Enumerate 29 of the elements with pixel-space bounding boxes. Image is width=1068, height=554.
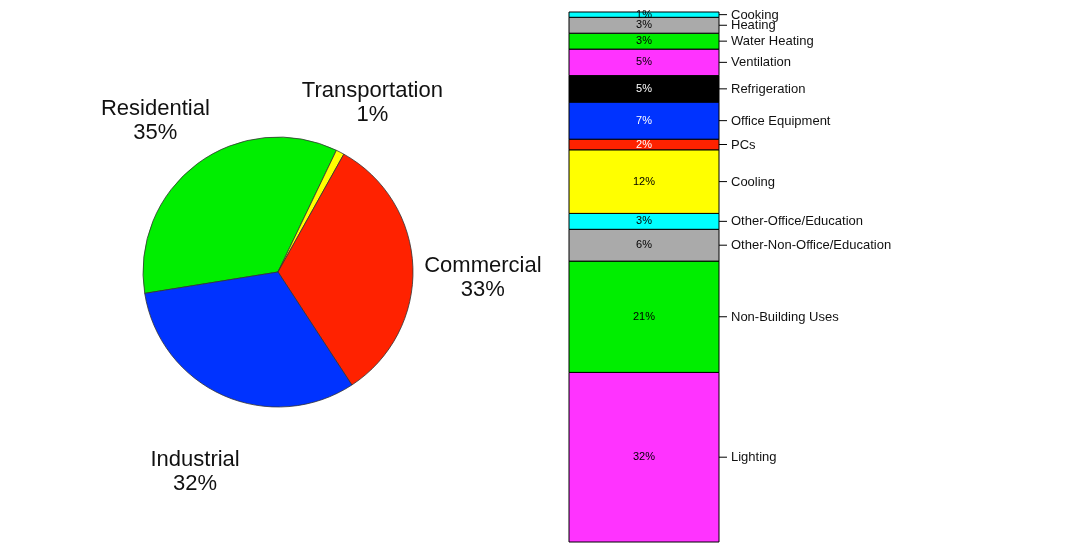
slice-label: Industrial bbox=[150, 446, 240, 472]
legend-label: Water Heating bbox=[731, 33, 814, 49]
slice-label: Commercial bbox=[424, 251, 542, 277]
legend-label: Ventilation bbox=[731, 54, 791, 70]
data-label: 12% bbox=[632, 174, 656, 187]
data-label: 32% bbox=[632, 450, 656, 463]
legend-label: Other-Office/Education bbox=[731, 213, 863, 229]
legend-label: Refrigeration bbox=[731, 80, 806, 96]
legend-label: Other-Non-Office/Education bbox=[731, 237, 892, 253]
data-label: 6% bbox=[636, 238, 653, 251]
data-label: 32% bbox=[173, 470, 218, 496]
data-label: 3% bbox=[636, 34, 653, 47]
data-label: 21% bbox=[632, 309, 656, 322]
legend-label: Office Equipment bbox=[731, 112, 831, 128]
data-label: 1% bbox=[356, 101, 389, 127]
data-label: 2% bbox=[636, 137, 653, 150]
data-label: 33% bbox=[460, 275, 505, 301]
legend-label: Lighting bbox=[731, 449, 777, 465]
data-label: 3% bbox=[636, 214, 653, 227]
slice-label: Transportation bbox=[301, 77, 443, 103]
data-label: 35% bbox=[133, 118, 178, 144]
legend-label: Cooling bbox=[731, 173, 776, 189]
data-label: 3% bbox=[636, 18, 653, 31]
data-label: 7% bbox=[636, 113, 653, 126]
legend-label: PCs bbox=[731, 136, 757, 152]
slice-label: Residential bbox=[100, 94, 210, 120]
data-label: 5% bbox=[636, 55, 653, 68]
legend-label: Non-Building Uses bbox=[731, 308, 840, 324]
data-label: 5% bbox=[636, 81, 653, 94]
